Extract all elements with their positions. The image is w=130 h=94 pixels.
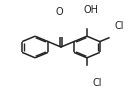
Text: OH: OH bbox=[83, 5, 98, 15]
Text: Cl: Cl bbox=[92, 78, 102, 88]
Text: Cl: Cl bbox=[115, 21, 124, 31]
Text: O: O bbox=[56, 7, 63, 17]
